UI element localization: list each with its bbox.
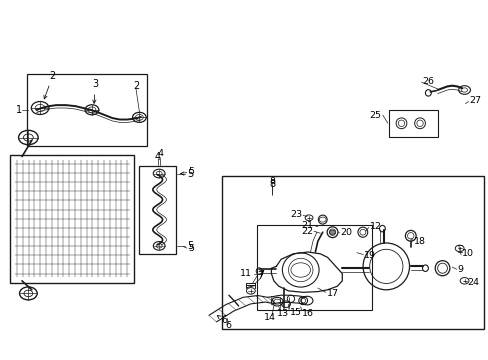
Text: 18: 18 — [413, 237, 425, 246]
Text: 12: 12 — [369, 222, 381, 231]
Circle shape — [329, 230, 335, 234]
Text: 4: 4 — [154, 152, 161, 162]
Text: 2: 2 — [133, 81, 139, 91]
Text: 17: 17 — [326, 289, 338, 298]
Text: 27: 27 — [468, 96, 481, 105]
Text: 14: 14 — [264, 313, 276, 322]
Text: 25: 25 — [368, 111, 381, 120]
Text: 5: 5 — [188, 244, 194, 253]
Text: 6: 6 — [217, 315, 226, 325]
Text: 1: 1 — [16, 105, 21, 115]
Text: 4: 4 — [157, 149, 163, 158]
Text: 7: 7 — [258, 270, 264, 279]
Bar — [10, 155, 134, 283]
Text: 5: 5 — [186, 168, 193, 179]
Text: 15: 15 — [289, 307, 301, 317]
Text: 7: 7 — [257, 271, 263, 282]
Bar — [27, 74, 146, 146]
Text: 2: 2 — [44, 71, 56, 99]
Bar — [222, 176, 483, 329]
Text: 8: 8 — [268, 177, 274, 186]
Text: 9: 9 — [457, 265, 463, 274]
Text: 23: 23 — [289, 210, 302, 219]
Text: 24: 24 — [467, 278, 479, 287]
Text: 19: 19 — [364, 251, 376, 260]
Text: 8: 8 — [269, 179, 275, 189]
Bar — [388, 110, 437, 137]
Text: 16: 16 — [302, 309, 314, 318]
Text: 26: 26 — [421, 77, 433, 85]
Text: 22: 22 — [300, 227, 312, 236]
Text: 3: 3 — [92, 79, 98, 103]
Text: 5: 5 — [188, 167, 194, 176]
Text: 10: 10 — [461, 249, 473, 258]
Text: 13: 13 — [276, 309, 288, 318]
Bar — [256, 225, 371, 310]
Text: 11: 11 — [240, 269, 252, 278]
Text: 20: 20 — [340, 228, 352, 237]
Bar — [139, 166, 176, 254]
Text: 6: 6 — [225, 321, 231, 330]
Text: 21: 21 — [300, 220, 312, 230]
Text: 5: 5 — [186, 241, 193, 251]
